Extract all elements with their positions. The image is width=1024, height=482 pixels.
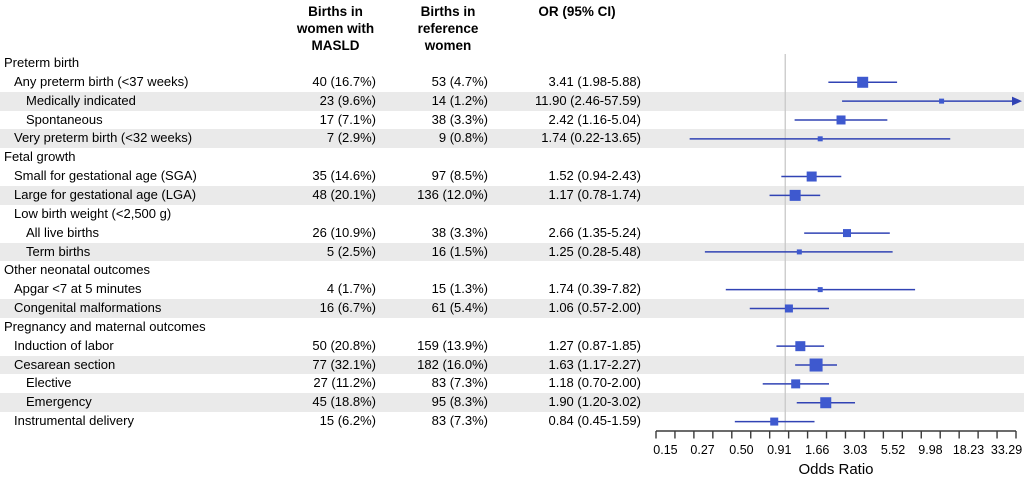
outcome-label: Elective (26, 375, 72, 391)
or-ci-value: 1.17 (0.78-1.74) (548, 186, 641, 202)
outcome-label: Emergency (26, 394, 92, 410)
masld-births-value: 15 (6.2%) (319, 413, 376, 429)
reference-births-value: 159 (13.9%) (417, 337, 488, 353)
or-ci-value: 1.74 (0.22-13.65) (541, 130, 641, 146)
reference-births-value: 9 (0.8%) (438, 130, 488, 146)
row-shading-band (0, 393, 1024, 413)
or-ci-value: 2.42 (1.16-5.04) (548, 111, 641, 127)
outcome-label: Small for gestational age (SGA) (14, 168, 197, 184)
or-ci-value: 2.66 (1.35-5.24) (548, 224, 641, 240)
masld-births-value: 48 (20.1%) (312, 186, 376, 202)
row-shading-band (0, 355, 1024, 375)
or-ci-value: 1.06 (0.57-2.00) (548, 300, 641, 316)
or-point-marker (770, 417, 779, 426)
x-axis-tick-label: 18.23 (953, 443, 984, 457)
outcome-label: Cesarean section (14, 356, 116, 372)
outcome-label: Large for gestational age (LGA) (14, 186, 197, 202)
outcome-label: Term births (26, 243, 91, 259)
reference-births-value: 15 (1.3%) (431, 281, 488, 297)
outcome-group-label: Preterm birth (4, 55, 80, 70)
masld-births-value: 50 (20.8%) (312, 337, 376, 353)
row-shading-band (0, 129, 1024, 149)
outcome-label: Very preterm birth (<32 weeks) (14, 130, 193, 146)
row-shading-band (0, 299, 1024, 318)
x-axis-tick-label: 33.29 (991, 443, 1022, 457)
column-header-masld-births: Births in women with MASLD (296, 4, 375, 53)
or-ci-value: 1.74 (0.39-7.82) (548, 281, 641, 297)
masld-births-value: 26 (10.9%) (312, 224, 376, 240)
reference-births-value: 38 (3.3%) (431, 224, 488, 240)
outcome-label: Low birth weight (<2,500 g) (14, 205, 172, 221)
masld-births-value: 77 (32.1%) (312, 356, 376, 372)
masld-births-value: 4 (1.7%) (326, 281, 376, 297)
reference-births-value: 61 (5.4%) (431, 300, 488, 316)
outcome-label: Apgar <7 at 5 minutes (14, 281, 142, 297)
x-axis-tick-label: 5.52 (881, 443, 905, 457)
row-shading-band (0, 185, 1024, 205)
outcome-group-label: Other neonatal outcomes (4, 262, 150, 278)
or-ci-value: 1.63 (1.17-2.27) (548, 356, 641, 372)
column-header-or-ci: OR (95% CI) (538, 4, 616, 19)
reference-births-value: 14 (1.2%) (431, 92, 488, 108)
row-shading-band (0, 91, 1024, 111)
reference-births-value: 53 (4.7%) (431, 73, 488, 89)
outcome-label: Instrumental delivery (14, 413, 134, 429)
outcome-label: Medically indicated (26, 92, 136, 108)
or-ci-value: 1.52 (0.94-2.43) (548, 168, 641, 184)
outcome-label: All live births (26, 224, 99, 240)
x-axis-tick-label: 3.03 (843, 443, 867, 457)
x-axis-tick-label: 0.27 (690, 443, 714, 457)
reference-births-value: 16 (1.5%) (431, 243, 488, 259)
masld-births-value: 27 (11.2%) (313, 375, 376, 391)
column-header-reference-births: Births in reference women (417, 4, 479, 53)
masld-births-value: 17 (7.1%) (319, 111, 376, 127)
or-ci-value: 0.84 (0.45-1.59) (548, 413, 641, 429)
x-axis-tick-label: 0.50 (729, 443, 753, 457)
masld-births-value: 40 (16.7%) (312, 73, 376, 89)
reference-births-value: 38 (3.3%) (431, 111, 488, 127)
reference-births-value: 97 (8.5%) (431, 168, 488, 184)
outcome-label: Any preterm birth (<37 weeks) (14, 73, 189, 89)
or-point-marker (857, 76, 869, 88)
or-point-marker (791, 379, 801, 389)
reference-births-value: 136 (12.0%) (417, 186, 488, 202)
x-axis-tick-label: 0.15 (653, 443, 677, 457)
masld-births-value: 5 (2.5%) (326, 243, 376, 259)
masld-births-value: 35 (14.6%) (312, 168, 376, 184)
outcome-label: Spontaneous (26, 111, 103, 127)
outcome-group-label: Fetal growth (4, 149, 76, 165)
reference-births-value: 182 (16.0%) (417, 356, 488, 372)
masld-births-value: 23 (9.6%) (319, 92, 376, 108)
outcome-label: Induction of labor (14, 337, 114, 353)
or-ci-value: 1.90 (1.20-3.02) (548, 394, 641, 410)
outcome-group-label: Pregnancy and maternal outcomes (4, 318, 206, 334)
or-point-marker (806, 171, 817, 182)
reference-births-value: 95 (8.3%) (431, 394, 488, 410)
or-ci-value: 1.25 (0.28-5.48) (548, 243, 641, 259)
outcome-label: Congenital malformations (14, 300, 162, 316)
or-ci-value: 11.90 (2.46-57.59) (535, 92, 641, 108)
x-axis-tick-label: 0.91 (767, 443, 791, 457)
or-point-marker (795, 341, 806, 352)
x-axis-title: Odds Ratio (798, 461, 873, 478)
masld-births-value: 16 (6.7%) (319, 300, 376, 316)
masld-births-value: 7 (2.9%) (326, 130, 376, 146)
or-ci-value: 1.18 (0.70-2.00) (548, 375, 641, 391)
or-point-marker (836, 115, 846, 125)
or-ci-value: 3.41 (1.98-5.88) (548, 73, 641, 89)
row-shading-band (0, 242, 1024, 262)
or-point-marker (817, 287, 823, 293)
x-axis-tick-label: 1.66 (805, 443, 829, 457)
or-point-marker (843, 229, 852, 238)
or-ci-value: 1.27 (0.87-1.85) (548, 337, 641, 353)
reference-births-value: 83 (7.3%) (431, 375, 488, 391)
x-axis-tick-label: 9.98 (918, 443, 942, 457)
masld-births-value: 45 (18.8%) (312, 394, 376, 410)
reference-births-value: 83 (7.3%) (431, 413, 488, 429)
